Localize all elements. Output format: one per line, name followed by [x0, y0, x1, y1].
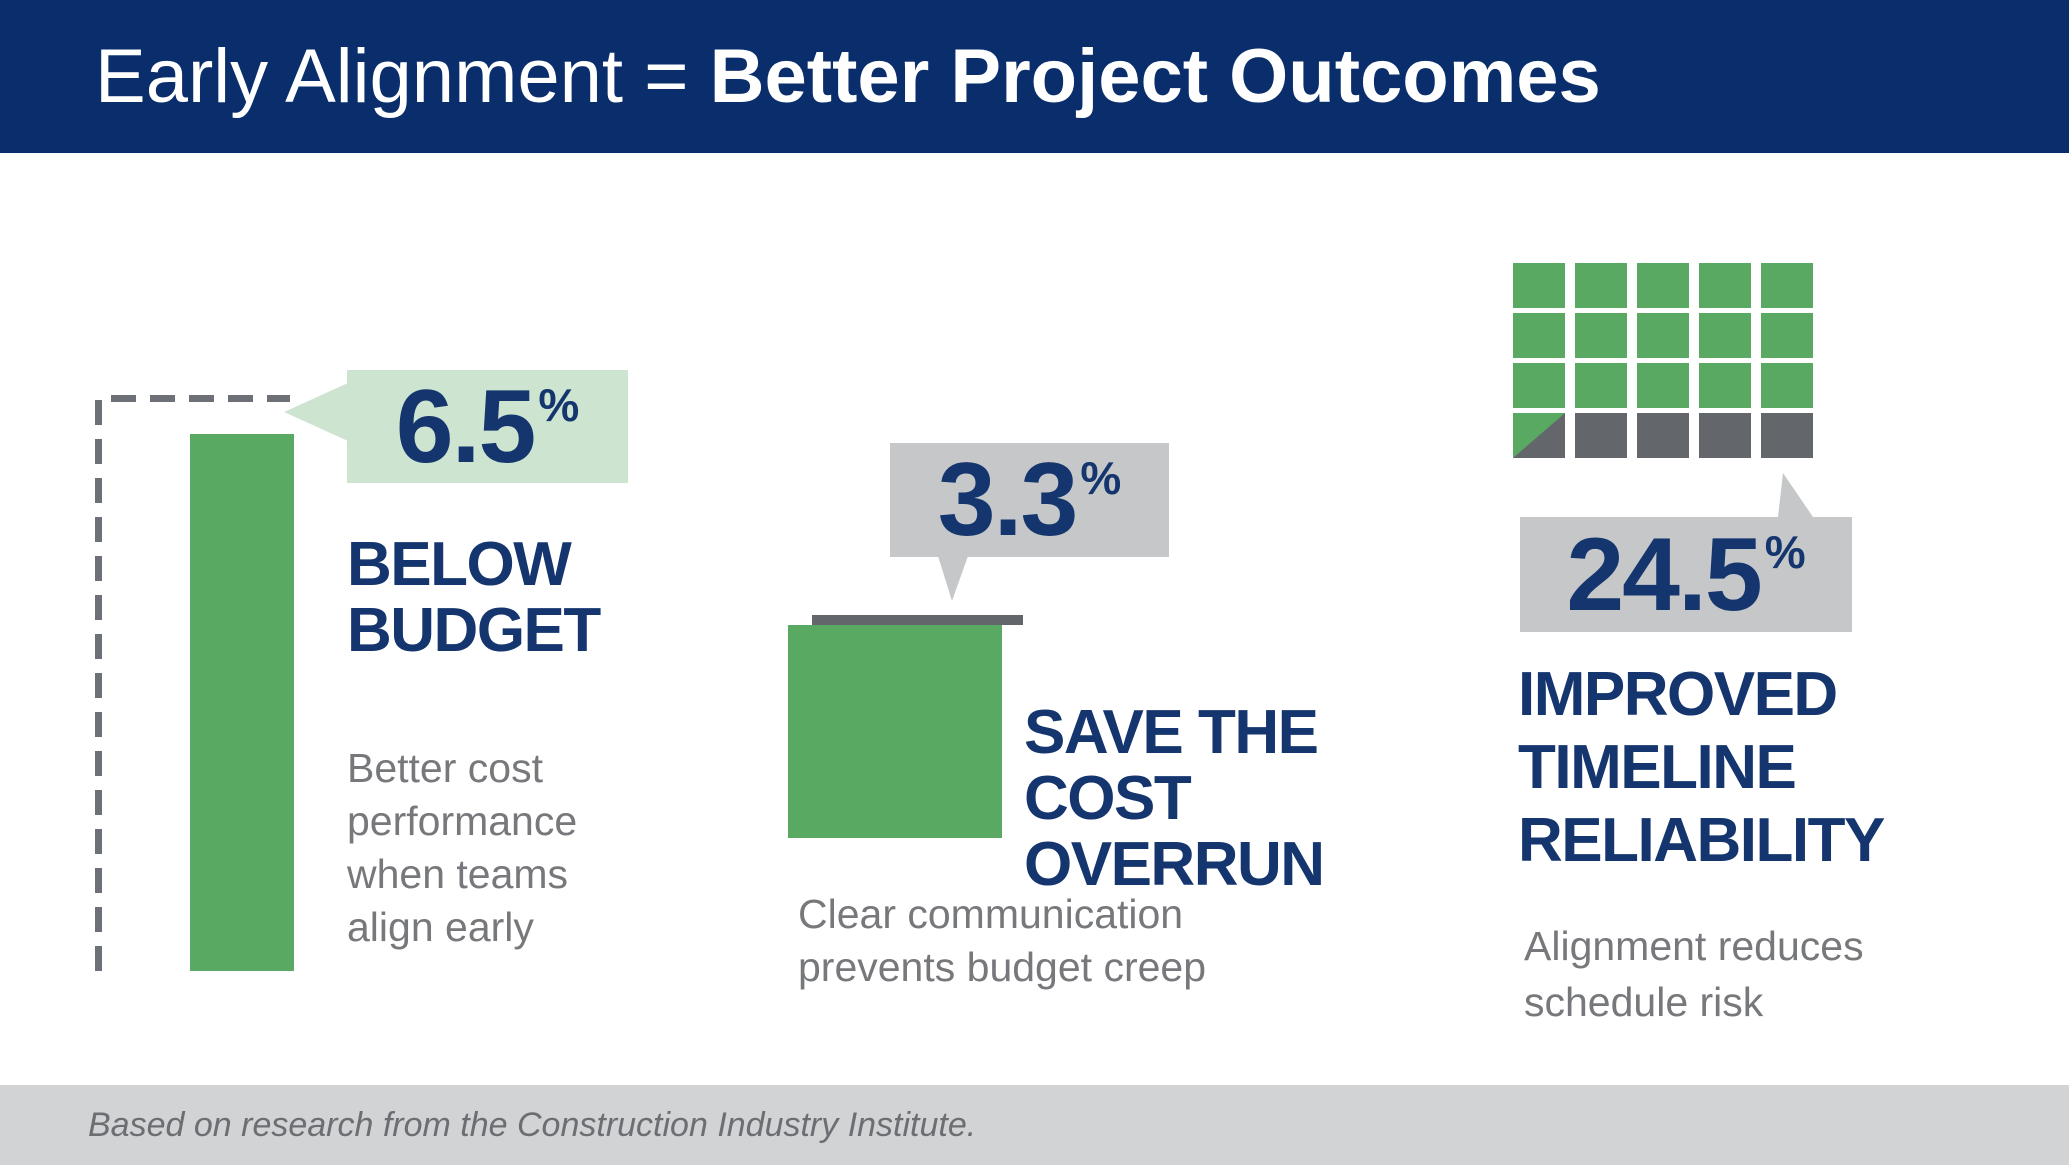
heading-line: COST [1024, 764, 1192, 833]
caption-line: Better cost [347, 745, 543, 791]
caption-line: when teams [347, 851, 569, 897]
waffle-cell-split [1513, 413, 1565, 458]
waffle-cell-gray [1699, 413, 1751, 458]
timeline-stat-bubble: 24.5% [1520, 517, 1852, 632]
source-attribution: Based on research from the Construction … [88, 1105, 977, 1144]
waffle-cell-green [1637, 363, 1689, 408]
below-budget-stat-unit: % [538, 379, 580, 431]
waffle-cell-green [1637, 263, 1689, 308]
timeline-stat-value: 24.5 [1566, 516, 1762, 633]
waffle-cell-gray [1637, 413, 1689, 458]
waffle-cell-green [1575, 313, 1627, 358]
below-budget-bar [190, 434, 294, 971]
timeline-caption: Alignment reduces schedule risk [1524, 918, 1864, 1030]
cost-overrun-block [788, 625, 1002, 838]
waffle-cell-green [1637, 313, 1689, 358]
waffle-cell-green [1699, 363, 1751, 408]
heading-line: TIMELINE [1518, 733, 1797, 802]
waffle-cell-gray [1761, 413, 1813, 458]
callout-arrow-up-icon [1778, 473, 1813, 517]
timeline-heading: IMPROVED TIMELINE RELIABILITY [1518, 658, 1885, 877]
page-title-bold: Better Project Outcomes [709, 34, 1601, 119]
below-budget-caption: Better cost performance when teams align… [347, 742, 577, 954]
header-bar: Early Alignment = Better Project Outcome… [0, 0, 2069, 153]
below-budget-stat-value: 6.5 [395, 368, 537, 485]
page-title: Early Alignment = Better Project Outcome… [95, 33, 1601, 120]
heading-line: OVERRUN [1024, 830, 1325, 899]
waffle-grid [1513, 263, 1813, 458]
waffle-cell-green [1513, 313, 1565, 358]
below-budget-stat-bubble: 6.5% [347, 370, 628, 483]
cost-overrun-stat-unit: % [1080, 452, 1122, 504]
callout-arrow-down-icon [938, 556, 968, 601]
cost-overrun-heading: SAVE THE COST OVERRUN [1024, 698, 1325, 899]
heading-line: IMPROVED [1518, 660, 1838, 729]
waffle-cell-green [1699, 313, 1751, 358]
caption-line: performance [347, 798, 578, 844]
waffle-cell-green [1699, 263, 1751, 308]
caption-line: align early [347, 904, 534, 950]
waffle-cell-green [1575, 263, 1627, 308]
waffle-cell-green [1761, 363, 1813, 408]
footer-bar: Based on research from the Construction … [0, 1085, 2069, 1165]
waffle-cell-gray [1575, 413, 1627, 458]
below-budget-heading: BELOW BUDGET [347, 530, 601, 665]
heading-line: BUDGET [347, 596, 601, 665]
timeline-stat-unit: % [1764, 526, 1806, 578]
heading-line: BELOW [347, 530, 572, 599]
waffle-cell-green [1575, 363, 1627, 408]
waffle-cell-green [1513, 263, 1565, 308]
caption-line: Clear communication [798, 891, 1184, 937]
caption-line: schedule risk [1524, 979, 1764, 1025]
overrun-cap-bar [812, 615, 1023, 625]
page-title-regular: Early Alignment = [95, 34, 710, 119]
waffle-cell-green [1513, 363, 1565, 408]
heading-line: RELIABILITY [1518, 806, 1885, 875]
callout-arrow-left-icon [284, 383, 348, 441]
waffle-cell-green [1761, 263, 1813, 308]
heading-line: SAVE THE [1024, 698, 1319, 767]
cost-overrun-stat-bubble: 3.3% [890, 443, 1169, 557]
cost-overrun-stat-value: 3.3 [937, 442, 1079, 558]
caption-line: prevents budget creep [798, 944, 1206, 990]
caption-line: Alignment reduces [1524, 923, 1864, 969]
waffle-cell-green [1761, 313, 1813, 358]
cost-overrun-caption: Clear communication prevents budget cree… [798, 888, 1206, 994]
